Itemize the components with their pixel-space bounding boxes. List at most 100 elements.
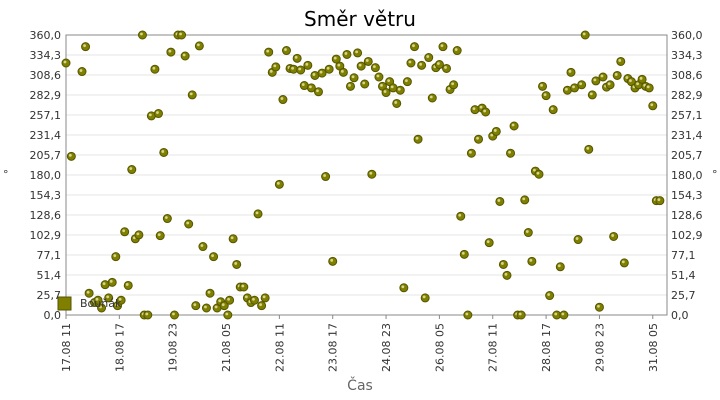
data-point-highlight <box>646 85 650 89</box>
data-point-highlight <box>156 111 159 114</box>
data-point-highlight <box>63 60 67 64</box>
x-tick-label: 18.08 17 <box>113 323 126 372</box>
y-tick-label-left: 205,7 <box>30 149 62 162</box>
data-point-highlight <box>109 279 113 283</box>
data-point-highlight <box>557 264 561 268</box>
data-point-highlight <box>204 305 207 309</box>
data-point <box>317 68 327 78</box>
data-point <box>223 310 233 320</box>
data-point-highlight <box>589 92 593 96</box>
data-point <box>353 48 363 58</box>
data-point-highlight <box>408 60 412 64</box>
data-point <box>584 144 594 154</box>
data-point <box>481 107 491 117</box>
data-point <box>506 148 516 158</box>
data-point <box>502 270 512 280</box>
data-point <box>313 87 323 97</box>
data-point-highlight <box>469 150 472 154</box>
data-point-highlight <box>244 295 248 299</box>
data-point <box>491 126 501 136</box>
data-point <box>427 93 437 103</box>
data-point-highlight <box>412 44 415 48</box>
x-axis-title: Čas <box>347 376 373 394</box>
data-point <box>520 195 530 205</box>
legend-label: Bouňák <box>80 297 122 310</box>
data-point-highlight <box>390 85 394 89</box>
data-point-highlight <box>102 282 106 286</box>
data-point-highlight <box>255 211 259 215</box>
data-point <box>177 30 187 40</box>
data-point-highlight <box>86 290 90 294</box>
data-point-highlight <box>380 83 383 87</box>
y-tick-label-left: 334,3 <box>30 49 62 62</box>
data-point <box>619 258 629 268</box>
data-point-highlight <box>504 272 508 276</box>
data-point-highlight <box>383 90 387 93</box>
data-point-highlight <box>196 43 200 47</box>
data-point-highlight <box>611 234 615 237</box>
data-point-highlight <box>372 65 376 69</box>
data-point-highlight <box>305 62 309 66</box>
data-point-highlight <box>308 85 312 89</box>
y-tick-label-left: 282,9 <box>30 89 62 102</box>
data-point-highlight <box>301 83 305 86</box>
data-point-highlight <box>607 82 611 86</box>
data-point-highlight <box>404 79 408 83</box>
data-point <box>257 301 267 311</box>
data-point <box>516 310 526 320</box>
legend-marker <box>57 296 72 311</box>
data-point <box>120 227 130 237</box>
data-point <box>81 42 91 52</box>
y-tick-label-right: 334,3 <box>671 49 703 62</box>
data-point-highlight <box>115 303 118 307</box>
y-tick-label-right: 180,0 <box>671 169 703 182</box>
data-point-highlight <box>113 254 117 258</box>
y-tick-label-left: 51,4 <box>37 269 62 282</box>
data-point-highlight <box>316 89 319 93</box>
y-axis-left: 0,0 25,7 51,4 77,1 102,9 128,6 154,3 180,0 205,7… <box>30 29 62 322</box>
data-point-highlight <box>362 81 366 85</box>
data-point-highlight <box>68 153 72 157</box>
x-tick-label: 19.08 23 <box>167 323 180 372</box>
y-tick-label-left: 154,3 <box>30 189 62 202</box>
data-point <box>249 295 259 305</box>
data-point-highlight <box>387 79 391 83</box>
data-point <box>523 228 533 238</box>
data-point-highlight <box>369 171 373 175</box>
data-point-highlight <box>207 290 211 294</box>
data-point-highlight <box>259 303 262 307</box>
data-point-highlight <box>461 251 465 255</box>
data-point-highlight <box>280 97 284 100</box>
data-point-highlight <box>565 87 568 91</box>
data-point-highlight <box>221 303 225 307</box>
data-point <box>143 310 153 320</box>
data-point <box>527 256 537 266</box>
data-point <box>474 134 484 144</box>
data-point <box>123 280 133 290</box>
y-tick-label-left: 360,0 <box>30 29 62 42</box>
data-point-highlight <box>522 197 526 201</box>
data-point-highlight <box>497 199 501 202</box>
data-point-highlight <box>262 295 266 299</box>
data-point-highlight <box>547 293 551 296</box>
y-tick-label-left: 128,6 <box>30 209 62 222</box>
x-tick-label: 28.08 17 <box>540 323 553 372</box>
data-point-highlight <box>483 109 487 113</box>
y-tick-label-left: 102,9 <box>30 229 62 242</box>
data-point-highlight <box>189 92 193 96</box>
data-point-highlight <box>422 295 426 299</box>
data-point <box>566 67 576 77</box>
data-point <box>107 277 117 287</box>
data-point-highlight <box>125 283 129 286</box>
data-points <box>61 30 665 320</box>
data-point-highlight <box>540 83 543 87</box>
data-point <box>459 249 469 259</box>
data-point-highlight <box>186 221 190 225</box>
data-point <box>225 295 235 305</box>
data-point <box>449 80 459 90</box>
data-point <box>356 61 366 71</box>
data-point <box>61 58 71 68</box>
data-point-highlight <box>586 146 590 150</box>
x-tick-label: 27.08 11 <box>487 323 500 372</box>
